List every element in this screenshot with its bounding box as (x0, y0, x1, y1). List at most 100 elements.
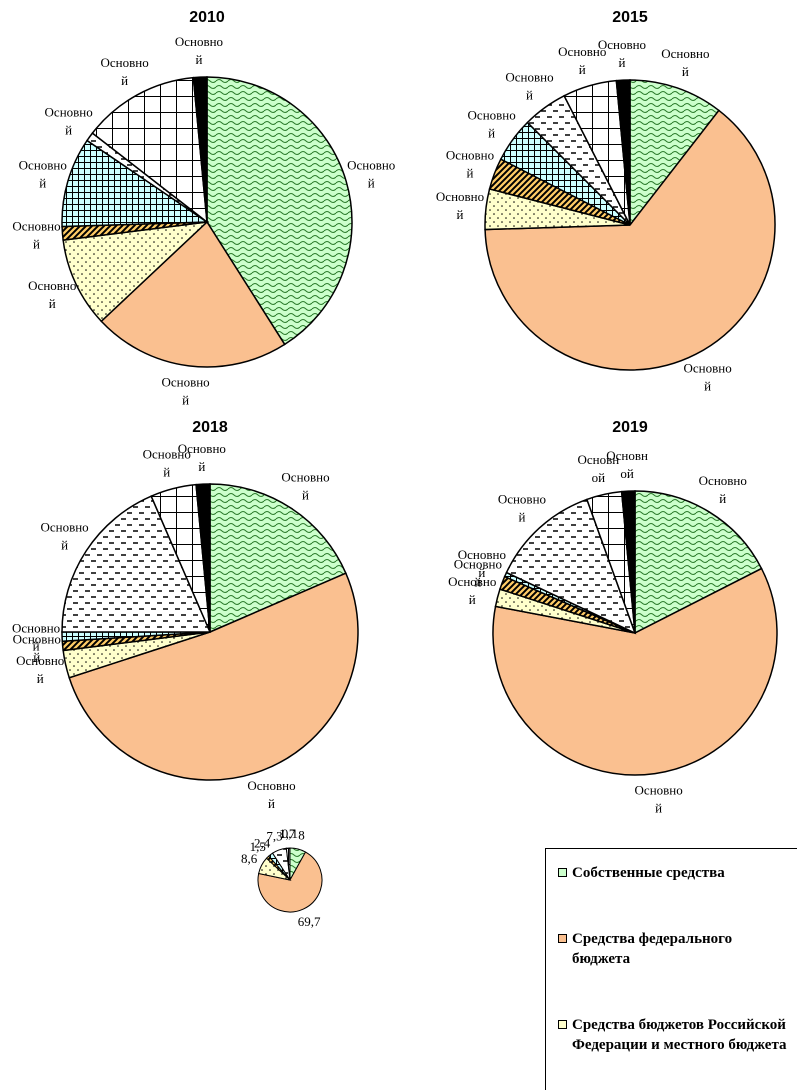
data-label-line: Основн (577, 452, 619, 467)
data-label-line: й (121, 73, 128, 88)
data-label: 8,6 (241, 851, 258, 866)
data-label-line: Основно (12, 620, 60, 635)
data-label-line: Основно (347, 157, 395, 172)
data-label-line: Основно (661, 46, 709, 61)
data-label-line: Основно (178, 441, 226, 456)
data-label: 2,4 (254, 835, 271, 850)
legend-label: Собственные средства (572, 865, 725, 881)
chart-title: 2015 (612, 9, 648, 26)
data-label-line: й (478, 565, 485, 580)
data-label-line: й (182, 393, 189, 408)
legend-swatch (558, 868, 567, 877)
data-label-line: Основно (598, 37, 646, 52)
data-label: 1,5 (250, 839, 266, 854)
pie-slice (505, 498, 637, 635)
data-label-line: й (719, 491, 726, 506)
data-label-line: й (163, 464, 170, 479)
data-label: Основно й (101, 55, 149, 88)
data-label-line: 1,7 (279, 826, 296, 841)
legend-item: Средства бюджетов Российской Федерации и… (558, 1015, 789, 1055)
pie-slice (620, 490, 636, 634)
data-label-line: й (579, 62, 586, 77)
data-label-line: й (518, 510, 525, 525)
data-label-line: Основно (558, 44, 606, 59)
legend: Собственные средства Средства федеральног… (545, 848, 797, 1090)
data-label-line: й (457, 207, 464, 222)
data-label-line: й (474, 575, 481, 590)
data-label-line: Основно (635, 782, 683, 797)
data-label: Основно й (175, 34, 223, 67)
data-label: Основно й (45, 104, 93, 137)
data-label: 0,1 (282, 826, 298, 841)
data-label: 8 (298, 827, 305, 842)
data-label-line: Основно (19, 157, 67, 172)
legend-label: Средства бюджетов Российской Федерации и… (572, 1017, 787, 1053)
data-label-line: Основно (505, 70, 553, 85)
data-label-line: Основно (45, 104, 93, 119)
data-label-line: й (61, 537, 68, 552)
pie-slice (91, 76, 208, 224)
data-label-line: Основно (161, 375, 209, 390)
pie-slice (257, 851, 323, 913)
data-label-line: 2,4 (254, 835, 271, 850)
data-label-line: 7,3 (266, 829, 282, 844)
data-label-line: 0,1 (282, 826, 298, 841)
data-label-line: Основно (143, 446, 191, 461)
data-label: Основно й (161, 375, 209, 408)
data-label-line: 8,6 (241, 851, 258, 866)
data-label: Основно й (436, 189, 484, 222)
pie-slice (629, 79, 720, 228)
data-label-line: Основно (101, 55, 149, 70)
chart-title: 2018 (192, 419, 228, 436)
legend-item: Средства федерального бюджета (558, 929, 789, 969)
data-label-line: Основно (13, 631, 61, 646)
data-label-line: й (469, 592, 476, 607)
data-label-line: Основно (468, 107, 516, 122)
legend-swatch (558, 1020, 567, 1029)
data-label-line: й (655, 800, 662, 815)
data-label-line: й (467, 166, 474, 181)
data-label: 69,7 (298, 914, 321, 929)
data-label-line: Основно (175, 34, 223, 49)
data-label-line: Основно (699, 473, 747, 488)
data-label-line: Основно (458, 547, 506, 562)
data-label: Основно й (19, 157, 67, 190)
data-label-line: Основно (436, 189, 484, 204)
data-label-line: й (526, 88, 533, 103)
data-label: Основно й (446, 148, 494, 181)
data-label-line: й (65, 122, 72, 137)
data-label-line: Основно (446, 148, 494, 163)
pie-slice (209, 483, 347, 634)
data-label-line: й (39, 175, 46, 190)
data-label-line: й (195, 52, 202, 67)
data-label: 7,3 (266, 829, 282, 844)
data-label-line: 8 (298, 827, 305, 842)
data-label-line: 1,5 (250, 839, 266, 854)
chart-title: 2010 (189, 9, 225, 26)
data-label-line: Основно (281, 470, 329, 485)
data-label-line: й (33, 638, 40, 653)
data-label-line: Основно (16, 653, 64, 668)
data-label: Основно й (699, 473, 747, 506)
data-label-line: Основно (448, 574, 496, 589)
data-label-line: Основно (454, 557, 502, 572)
data-label-line: Основно (12, 218, 60, 233)
data-label-line: Основно (28, 278, 76, 293)
data-label-line: й (268, 796, 275, 811)
data-label: 1,7 (279, 826, 296, 841)
